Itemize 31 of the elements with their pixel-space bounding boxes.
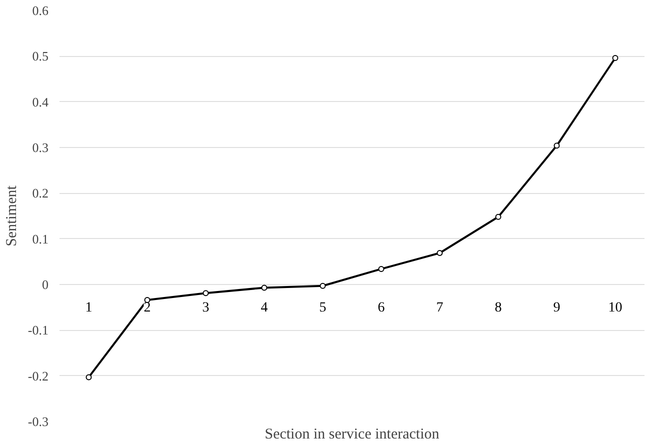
x-tick-label: 10 bbox=[608, 300, 622, 316]
point bbox=[495, 214, 502, 220]
x-tick-label: 8 bbox=[494, 300, 502, 316]
y-tick-label: -0.3 bbox=[28, 414, 49, 429]
x-tick-label: 4 bbox=[260, 300, 268, 316]
y-axis-title: Sentiment bbox=[4, 184, 20, 246]
y-tick-label: 0.6 bbox=[32, 3, 49, 18]
point bbox=[261, 284, 268, 291]
y-tick-label: 0 bbox=[42, 277, 48, 292]
x-tick-label: 2 bbox=[144, 300, 151, 316]
x-tick-label: 9 bbox=[553, 300, 560, 316]
y-tick-label: 0.2 bbox=[32, 186, 48, 201]
point bbox=[436, 250, 443, 256]
x-tick-label: 1 bbox=[85, 300, 92, 316]
y-tick-label: 0.4 bbox=[32, 94, 49, 110]
point bbox=[320, 282, 326, 289]
x-tick-label: 7 bbox=[436, 300, 444, 316]
y-tick-label: -0.1 bbox=[28, 322, 49, 338]
x-axis-title: Section in service interaction bbox=[264, 426, 440, 442]
point bbox=[86, 374, 92, 380]
point bbox=[612, 55, 618, 61]
x-tick-label: 3 bbox=[202, 300, 210, 316]
x-tick-label: 5 bbox=[319, 300, 326, 316]
point bbox=[202, 290, 209, 296]
y-tick-label: -0.2 bbox=[28, 368, 49, 384]
x-tick-label: 6 bbox=[378, 300, 385, 316]
point bbox=[554, 142, 560, 149]
y-tick-label: 0.3 bbox=[32, 140, 48, 155]
y-tick-label: 0.5 bbox=[32, 48, 48, 64]
point bbox=[378, 266, 384, 272]
y-tick-label: 0.1 bbox=[32, 231, 48, 246]
